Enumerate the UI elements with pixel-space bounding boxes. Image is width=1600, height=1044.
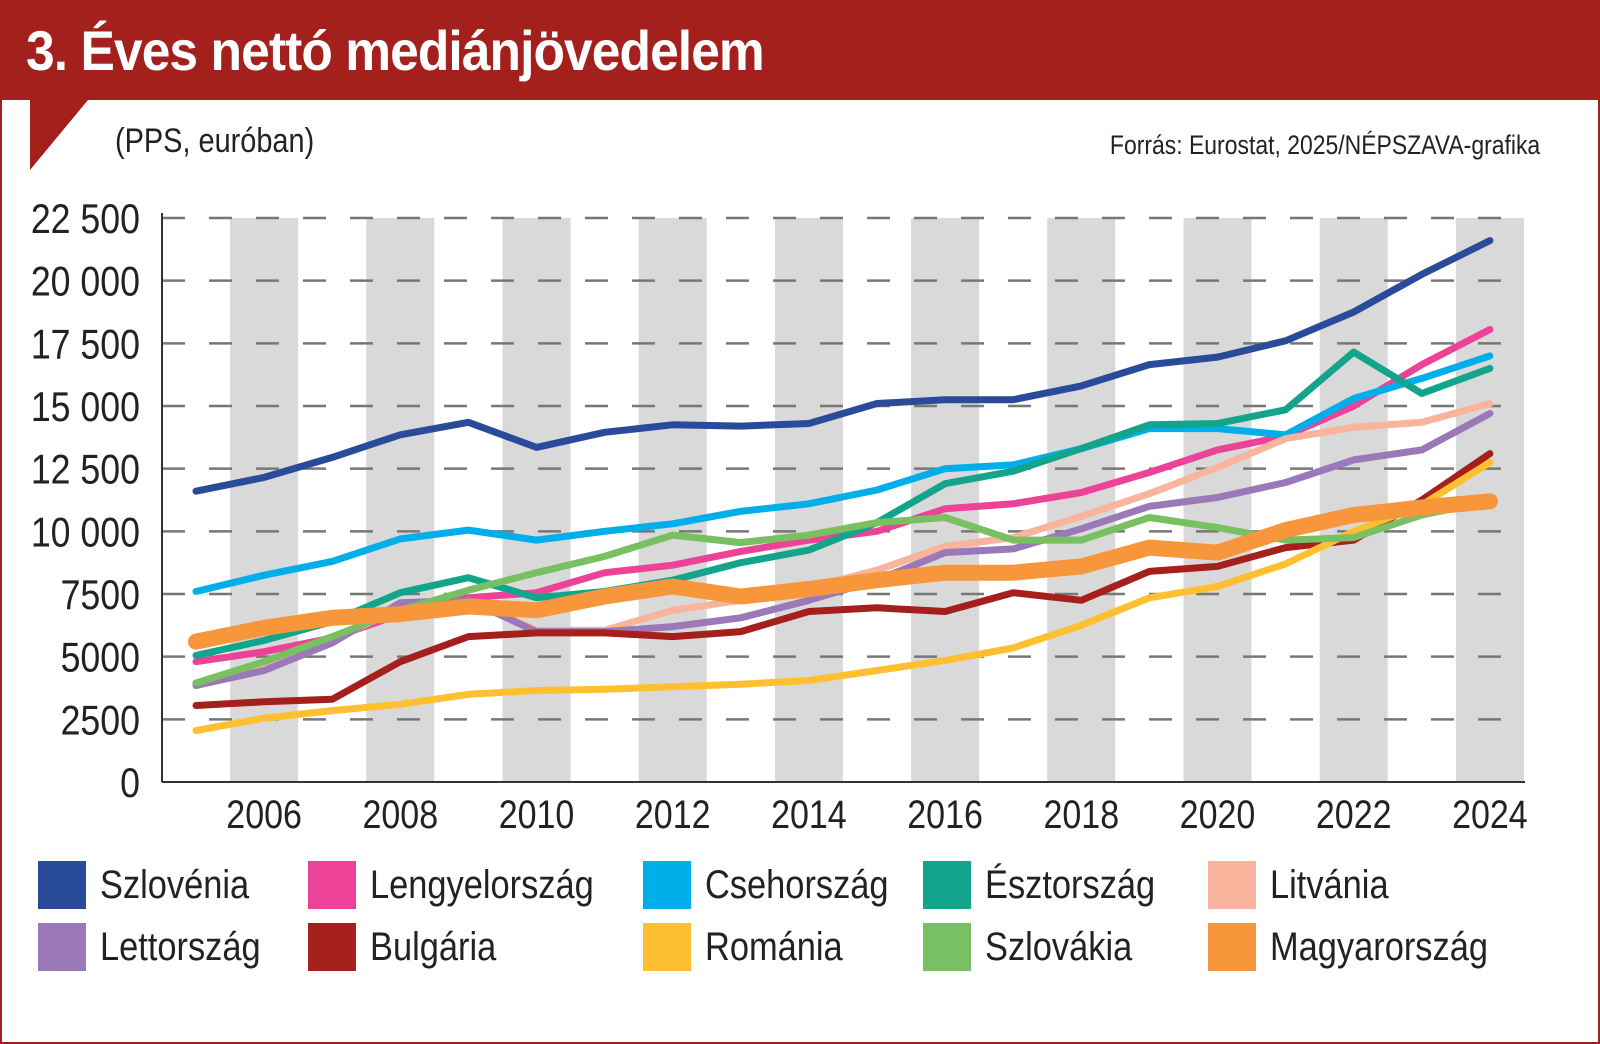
legend-swatch <box>1208 923 1256 971</box>
y-tick-label: 0 <box>120 760 140 806</box>
y-tick-label: 10 000 <box>31 510 140 556</box>
chart-title: 3. Éves nettó mediánjövedelem <box>26 19 765 82</box>
x-tick-label: 2010 <box>499 791 575 836</box>
x-tick-label: 2022 <box>1316 791 1392 836</box>
legend-label: Bulgária <box>370 924 497 969</box>
legend-item: Litvánia <box>1208 860 1548 910</box>
legend-item: Csehország <box>643 860 923 910</box>
legend-swatch <box>38 923 86 971</box>
legend-item: Észtország <box>923 860 1208 910</box>
x-tick-label: 2018 <box>1043 791 1119 836</box>
y-tick-label: 22 500 <box>31 196 140 242</box>
year-band <box>1047 218 1116 782</box>
y-tick-label: 15 000 <box>31 384 140 430</box>
year-band <box>366 218 435 782</box>
legend-label: Románia <box>705 924 843 969</box>
year-band <box>638 218 707 782</box>
year-band <box>230 218 299 782</box>
y-tick-label: 20 000 <box>31 259 140 305</box>
legend-item: Szlovénia <box>38 860 308 910</box>
y-tick-label: 2500 <box>61 698 140 744</box>
series-line-csehország <box>192 352 1494 595</box>
legend: Szlovénia Lengyelország Csehország Észtorsz… <box>38 860 1558 972</box>
legend-item: Magyarország <box>1208 922 1548 972</box>
legend-swatch <box>923 861 971 909</box>
legend-swatch <box>643 861 691 909</box>
header-band: 3. Éves nettó mediánjövedelem <box>0 0 1600 100</box>
legend-swatch <box>1208 861 1256 909</box>
x-tick-label: 2020 <box>1180 791 1256 836</box>
y-tick-label: 7500 <box>61 572 140 618</box>
legend-swatch <box>308 861 356 909</box>
legend-label: Észtország <box>985 862 1156 907</box>
x-tick-label: 2024 <box>1452 791 1528 836</box>
chart-unit-label: (PPS, euróban) <box>115 122 315 160</box>
legend-label: Lettország <box>100 924 261 969</box>
x-tick-label: 2014 <box>771 791 847 836</box>
series-line-románia <box>192 458 1494 735</box>
legend-item: Szlovákia <box>923 922 1208 972</box>
header-flag-decoration <box>30 100 88 170</box>
legend-swatch <box>308 923 356 971</box>
x-tick-label: 2012 <box>635 791 711 836</box>
chart-source: Forrás: Eurostat, 2025/NÉPSZAVA-grafika <box>1109 130 1540 160</box>
x-tick-label: 2006 <box>226 791 302 836</box>
series-line-bulgária <box>192 450 1494 709</box>
y-tick-label: 12 500 <box>31 447 140 493</box>
x-tick-label: 2008 <box>362 791 438 836</box>
legend-label: Lengyelország <box>370 862 594 907</box>
y-tick-label: 5000 <box>61 635 140 681</box>
legend-swatch <box>923 923 971 971</box>
series-line-szlovénia <box>192 237 1494 495</box>
legend-label: Magyarország <box>1270 924 1488 969</box>
legend-label: Szlovákia <box>985 924 1133 969</box>
legend-label: Szlovénia <box>100 862 250 907</box>
legend-swatch <box>643 923 691 971</box>
legend-label: Csehország <box>705 862 889 907</box>
legend-item: Lengyelország <box>308 860 643 910</box>
x-tick-label: 2016 <box>907 791 983 836</box>
year-band <box>502 218 571 782</box>
legend-item: Bulgária <box>308 922 643 972</box>
series-line-magyarország <box>188 493 1498 650</box>
legend-swatch <box>38 861 86 909</box>
legend-item: Románia <box>643 922 923 972</box>
series-line-észtország <box>192 348 1494 659</box>
legend-label: Litvánia <box>1270 862 1389 907</box>
legend-item: Lettország <box>38 922 308 972</box>
y-tick-label: 17 500 <box>31 322 140 368</box>
